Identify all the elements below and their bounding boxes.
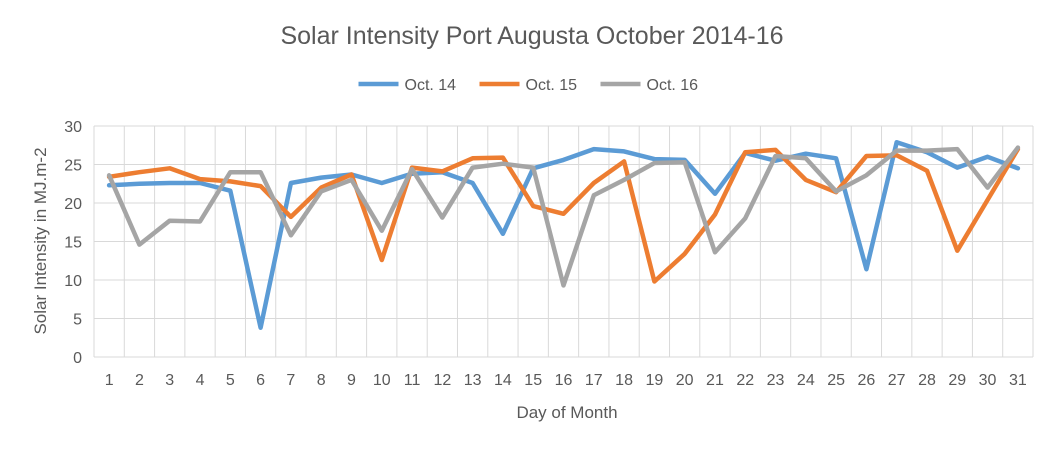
x-axis-ticks: 1 2 3 4 5 6 7 8 9 10 11 12 13 14 15 16 17 18 19 20 21 22 23 24 2… <box>105 372 1027 389</box>
y-tick-label: 25 <box>64 158 82 175</box>
x-tick-label: 7 <box>286 372 295 389</box>
x-tick-label: 6 <box>256 372 265 389</box>
x-tick-label: 28 <box>918 372 936 389</box>
y-axis-title: Solar Intensity in MJ.m-2 <box>31 147 50 334</box>
x-tick-label: 22 <box>736 372 754 389</box>
x-tick-label: 8 <box>317 372 326 389</box>
x-tick-label: 24 <box>797 372 815 389</box>
x-tick-label: 1 <box>105 372 114 389</box>
x-tick-label: 30 <box>979 372 997 389</box>
x-tick-label: 18 <box>615 372 633 389</box>
x-tick-label: 16 <box>555 372 573 389</box>
series-line-oct-14 <box>106 139 1021 330</box>
x-tick-label: 23 <box>767 372 785 389</box>
series-lines <box>106 139 1021 330</box>
legend-label: Oct. 16 <box>647 77 699 94</box>
y-tick-label: 20 <box>64 196 82 213</box>
x-tick-label: 13 <box>464 372 482 389</box>
x-tick-label: 29 <box>948 372 966 389</box>
x-tick-label: 19 <box>645 372 663 389</box>
x-tick-label: 11 <box>404 372 421 389</box>
x-tick-label: 5 <box>226 372 235 389</box>
x-tick-label: 17 <box>585 372 603 389</box>
y-tick-label: 5 <box>73 312 82 329</box>
x-tick-label: 10 <box>373 372 391 389</box>
x-tick-label: 21 <box>706 372 724 389</box>
gridlines <box>93 125 1034 358</box>
x-tick-label: 4 <box>196 372 205 389</box>
x-tick-label: 26 <box>858 372 876 389</box>
chart-title: Solar Intensity Port Augusta October 201… <box>280 22 783 50</box>
x-tick-label: 31 <box>1009 372 1027 389</box>
series-line-oct-16 <box>106 145 1021 288</box>
series-line-oct-15 <box>106 146 1021 284</box>
x-tick-label: 15 <box>524 372 542 389</box>
y-tick-label: 0 <box>73 350 82 367</box>
x-tick-label: 14 <box>494 372 512 389</box>
legend-label: Oct. 14 <box>405 77 457 94</box>
x-tick-label: 3 <box>165 372 174 389</box>
x-tick-label: 12 <box>433 372 451 389</box>
y-tick-label: 10 <box>64 273 82 290</box>
x-tick-label: 25 <box>827 372 845 389</box>
legend-label: Oct. 15 <box>526 77 578 94</box>
legend: Oct. 14 Oct. 15 Oct. 16 <box>358 77 699 94</box>
y-axis-ticks: 0 5 10 15 20 25 30 <box>64 119 82 367</box>
x-tick-label: 9 <box>347 372 356 389</box>
x-tick-label: 27 <box>888 372 906 389</box>
y-tick-label: 30 <box>64 119 82 136</box>
x-axis-title: Day of Month <box>516 403 617 422</box>
x-tick-label: 2 <box>135 372 144 389</box>
x-tick-label: 20 <box>676 372 694 389</box>
y-tick-label: 15 <box>64 235 82 252</box>
